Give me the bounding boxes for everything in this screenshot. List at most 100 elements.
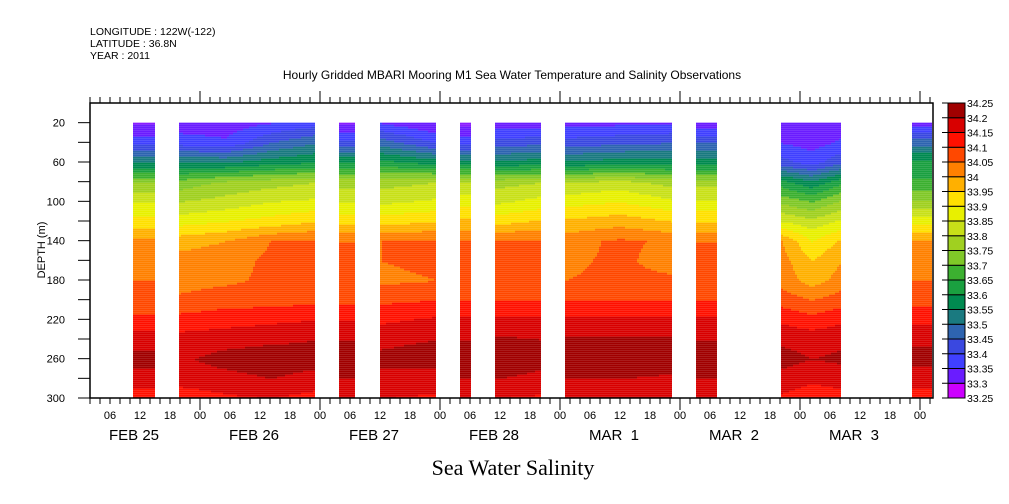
salinity-cell <box>207 291 209 293</box>
salinity-cell <box>141 191 143 193</box>
salinity-cell <box>149 181 151 183</box>
salinity-cell <box>195 195 197 197</box>
salinity-cell <box>147 299 149 301</box>
salinity-cell <box>137 215 139 217</box>
salinity-cell <box>205 255 207 257</box>
salinity-cell <box>187 211 189 213</box>
salinity-cell <box>153 387 155 389</box>
salinity-cell <box>133 199 135 201</box>
salinity-cell <box>135 135 137 137</box>
salinity-cell <box>137 259 139 261</box>
salinity-cell <box>213 215 215 217</box>
salinity-cell <box>195 313 197 315</box>
salinity-cell <box>153 375 155 377</box>
salinity-cell <box>137 355 139 357</box>
salinity-cell <box>189 161 191 163</box>
salinity-cell <box>193 357 195 359</box>
salinity-cell <box>225 201 227 203</box>
salinity-cell <box>143 209 145 211</box>
salinity-cell <box>195 349 197 351</box>
salinity-cell <box>153 325 155 327</box>
salinity-cell <box>203 201 205 203</box>
salinity-cell <box>181 335 183 337</box>
salinity-cell <box>135 379 137 381</box>
salinity-cell <box>189 179 191 181</box>
salinity-cell <box>191 229 193 231</box>
salinity-cell <box>139 129 141 131</box>
salinity-cell <box>199 165 201 167</box>
salinity-cell <box>185 239 187 241</box>
salinity-cell <box>153 365 155 367</box>
salinity-cell <box>151 333 153 335</box>
salinity-cell <box>193 195 195 197</box>
salinity-cell <box>193 185 195 187</box>
salinity-cell <box>179 161 181 163</box>
salinity-cell <box>185 265 187 267</box>
salinity-cell <box>151 279 153 281</box>
salinity-cell <box>217 215 219 217</box>
salinity-cell <box>211 287 213 289</box>
salinity-cell <box>143 169 145 171</box>
salinity-cell <box>227 255 229 257</box>
salinity-cell <box>223 203 225 205</box>
salinity-cell <box>211 311 213 313</box>
salinity-cell <box>207 241 209 243</box>
salinity-cell <box>207 265 209 267</box>
salinity-cell <box>153 265 155 267</box>
salinity-cell <box>209 195 211 197</box>
salinity-cell <box>147 225 149 227</box>
salinity-cell <box>139 123 141 125</box>
salinity-cell <box>143 295 145 297</box>
salinity-cell <box>221 161 223 163</box>
salinity-cell <box>195 253 197 255</box>
salinity-cell <box>199 345 201 347</box>
salinity-cell <box>145 165 147 167</box>
salinity-cell <box>205 145 207 147</box>
salinity-cell <box>149 213 151 215</box>
salinity-cell <box>207 283 209 285</box>
salinity-cell <box>189 177 191 179</box>
salinity-cell <box>145 259 147 261</box>
salinity-cell <box>147 331 149 333</box>
data-segment <box>133 123 155 398</box>
salinity-cell <box>219 345 221 347</box>
salinity-cell <box>195 137 197 139</box>
salinity-cell <box>183 167 185 169</box>
salinity-cell <box>217 277 219 279</box>
salinity-cell <box>183 187 185 189</box>
salinity-cell <box>187 185 189 187</box>
salinity-cell <box>217 169 219 171</box>
salinity-cell <box>209 265 211 267</box>
salinity-cell <box>139 239 141 241</box>
salinity-cell <box>197 291 199 293</box>
salinity-cell <box>145 385 147 387</box>
salinity-cell <box>225 173 227 175</box>
salinity-cell <box>201 331 203 333</box>
salinity-cell <box>137 325 139 327</box>
salinity-cell <box>213 383 215 385</box>
salinity-cell <box>227 199 229 201</box>
salinity-cell <box>147 193 149 195</box>
salinity-cell <box>227 301 229 303</box>
salinity-cell <box>199 191 201 193</box>
salinity-cell <box>221 391 223 393</box>
salinity-cell <box>135 231 137 233</box>
salinity-cell <box>135 311 137 313</box>
salinity-cell <box>215 277 217 279</box>
salinity-cell <box>179 333 181 335</box>
salinity-cell <box>207 251 209 253</box>
salinity-cell <box>205 265 207 267</box>
salinity-cell <box>137 177 139 179</box>
salinity-cell <box>191 371 193 373</box>
salinity-cell <box>207 365 209 367</box>
salinity-cell <box>203 157 205 159</box>
salinity-cell <box>187 321 189 323</box>
salinity-cell <box>193 285 195 287</box>
salinity-cell <box>197 293 199 295</box>
salinity-cell <box>197 375 199 377</box>
salinity-cell <box>219 319 221 321</box>
salinity-cell <box>225 277 227 279</box>
salinity-cell <box>207 235 209 237</box>
salinity-cell <box>143 301 145 303</box>
salinity-cell <box>141 281 143 283</box>
